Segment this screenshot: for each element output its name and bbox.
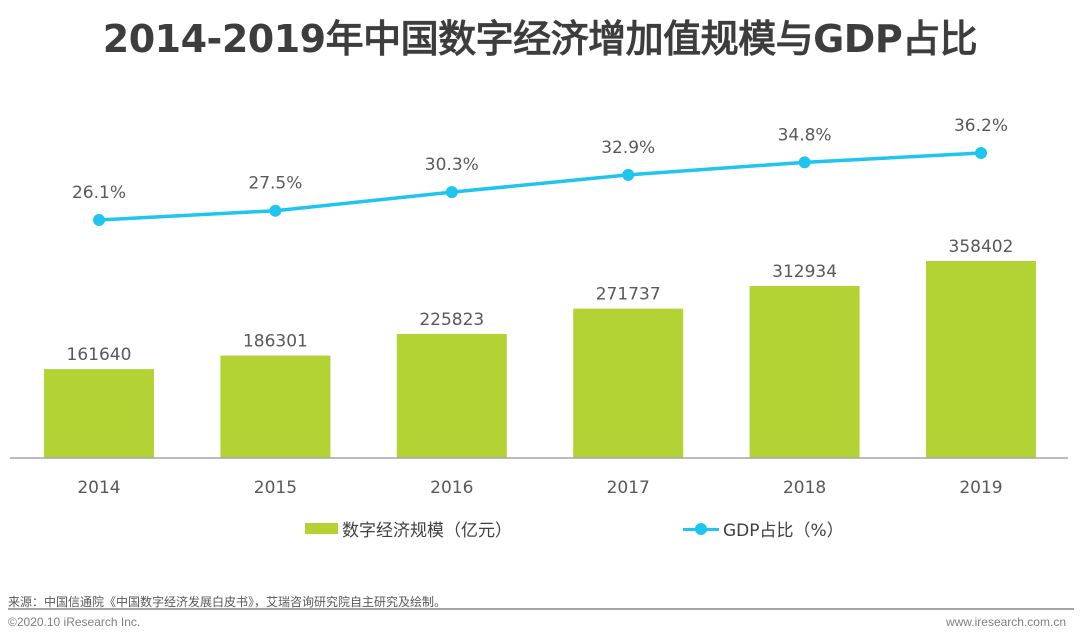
x-tick-label-2017: 2017 <box>607 478 650 498</box>
line-value-label-2014: 26.1% <box>72 183 126 203</box>
line-point-2017 <box>622 168 635 181</box>
line-point-2015 <box>269 204 282 217</box>
footer-divider <box>8 608 1074 610</box>
legend-item-bar: 数字经济规模（亿元） <box>305 516 512 541</box>
x-tick-label-2015: 2015 <box>254 478 297 498</box>
legend-line-swatch <box>683 522 719 535</box>
source-note: 来源：中国信通院《中国数字经济发展白皮书》，艾瑞咨询研究院自主研究及绘制。 <box>8 595 447 609</box>
line-point-2016 <box>445 186 458 199</box>
legend-item-line: GDP占比（%） <box>683 516 844 541</box>
bar-2016 <box>396 333 507 458</box>
line-value-label-2016: 30.3% <box>425 155 479 175</box>
line-value-label-2019: 36.2% <box>954 116 1008 136</box>
x-tick-label-2014: 2014 <box>77 478 120 498</box>
website-link[interactable]: www.iresearch.com.cn <box>945 615 1066 629</box>
legend-bar-label: 数字经济规模（亿元） <box>342 521 512 541</box>
legend-bar-swatch <box>305 523 338 534</box>
bar-2018 <box>749 285 860 458</box>
x-tick-label-2018: 2018 <box>783 478 826 498</box>
x-tick-label-2019: 2019 <box>959 478 1002 498</box>
bar-2015 <box>220 355 331 458</box>
bar-value-label-2015: 186301 <box>243 332 308 352</box>
copyright: ©2020.10 iResearch Inc. <box>8 615 141 629</box>
bar-value-label-2018: 312934 <box>772 262 837 282</box>
bar-2014 <box>44 369 154 458</box>
line-point-2018 <box>798 156 811 169</box>
bar-value-label-2019: 358402 <box>949 237 1014 257</box>
line-point-2014 <box>93 214 105 226</box>
line-point-2019 <box>975 147 987 160</box>
gdp-share-line <box>98 151 982 222</box>
line-value-label-2015: 27.5% <box>248 174 302 194</box>
bar-value-label-2017: 271737 <box>596 285 661 305</box>
bar-2017 <box>573 308 684 458</box>
line-value-label-2018: 34.8% <box>778 125 832 145</box>
x-tick-label-2016: 2016 <box>430 478 473 498</box>
legend-line-label: GDP占比（%） <box>723 521 844 541</box>
chart-title: 2014-2019年中国数字经济增加值规模与GDP占比 <box>102 17 978 61</box>
bar-value-label-2016: 225823 <box>419 310 484 330</box>
line-value-label-2017: 32.9% <box>601 138 655 158</box>
bar-2019 <box>926 261 1036 458</box>
bar-value-label-2014: 161640 <box>67 345 132 365</box>
